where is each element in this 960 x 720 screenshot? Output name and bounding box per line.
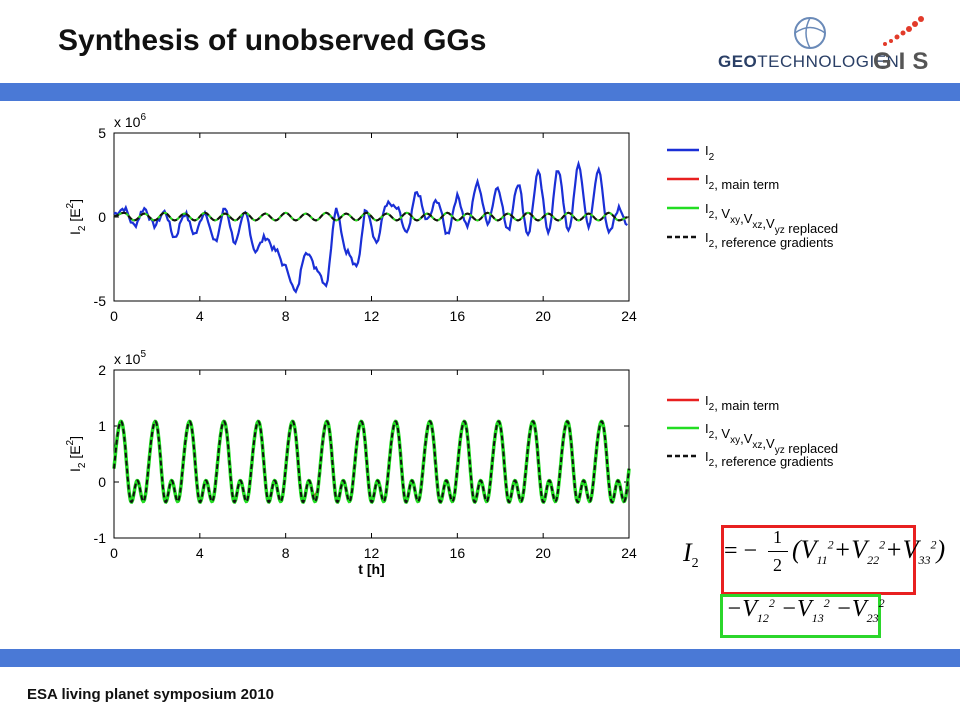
legend-label: I2, Vxy,Vxz,Vyz replaced	[705, 201, 838, 236]
eq-coef-num: 1	[773, 527, 782, 547]
x-tick-label: 8	[282, 545, 290, 561]
y-multiplier: x 105	[114, 349, 146, 367]
eq-line2: −V122 −V132 −V232	[726, 596, 885, 625]
legend-label: I2, Vxy,Vxz,Vyz replaced	[705, 421, 838, 456]
legend-label: I2	[705, 143, 715, 163]
y-tick-label: 2	[98, 362, 106, 378]
x-tick-label: 0	[110, 545, 118, 561]
series-line	[113, 211, 628, 222]
y-tick-label: 1	[98, 418, 106, 434]
eq-coef-den: 2	[773, 555, 782, 575]
globe-icon	[794, 17, 826, 49]
equation-box-main	[721, 525, 916, 595]
y-tick-label: -5	[94, 293, 107, 309]
logo-geo-rest: TECHNOLOGIEN	[757, 52, 900, 71]
y-axis-label: I2 [E2]	[65, 436, 88, 472]
series-line	[113, 159, 628, 294]
footer-text: ESA living planet symposium 2010	[27, 686, 275, 703]
gis-logo-text: GIS	[873, 48, 936, 75]
x-tick-label: 24	[621, 545, 637, 561]
x-tick-label: 20	[535, 545, 551, 561]
x-tick-label: 12	[364, 545, 380, 561]
legend-label: I2, main term	[705, 393, 779, 413]
geotechnologien-logo: GEOTECHNOLOGIEN	[718, 52, 899, 72]
top-accent-bar	[0, 83, 960, 101]
y-tick-label: 0	[98, 209, 106, 225]
plot-frame	[113, 369, 630, 539]
eq-lhs: I2	[683, 538, 699, 572]
legend-label: I2, reference gradients	[705, 230, 834, 250]
series-line	[113, 420, 630, 504]
x-tick-label: 16	[450, 308, 466, 324]
legend-label: I2, main term	[705, 172, 779, 192]
y-tick-label: 0	[98, 474, 106, 490]
y-multiplier: x 106	[114, 112, 146, 130]
x-tick-label: 12	[364, 308, 380, 324]
x-tick-label: 20	[535, 308, 551, 324]
logo-geo-bold: GEO	[718, 52, 758, 71]
x-axis-label: t [h]	[358, 561, 384, 577]
equation-box-replaced	[720, 594, 881, 638]
y-axis-label: I2 [E2]	[65, 199, 88, 235]
legend-label: I2, reference gradients	[705, 449, 834, 469]
x-tick-label: 8	[282, 308, 290, 324]
eq-line1: (V112+V222+V332)	[792, 535, 946, 568]
x-tick-label: 16	[450, 545, 466, 561]
eq-equals: = −	[724, 538, 758, 564]
x-tick-label: 0	[110, 308, 118, 324]
x-tick-label: 4	[196, 308, 204, 324]
y-tick-label: -1	[94, 530, 107, 546]
eq-fraction-bar	[768, 551, 788, 552]
x-tick-label: 24	[621, 308, 637, 324]
gis-dots-icon	[883, 16, 924, 46]
slide-title: Synthesis of unobserved GGs	[58, 24, 487, 57]
y-tick-label: 5	[98, 125, 106, 141]
bottom-accent-bar	[0, 649, 960, 667]
x-tick-label: 4	[196, 545, 204, 561]
